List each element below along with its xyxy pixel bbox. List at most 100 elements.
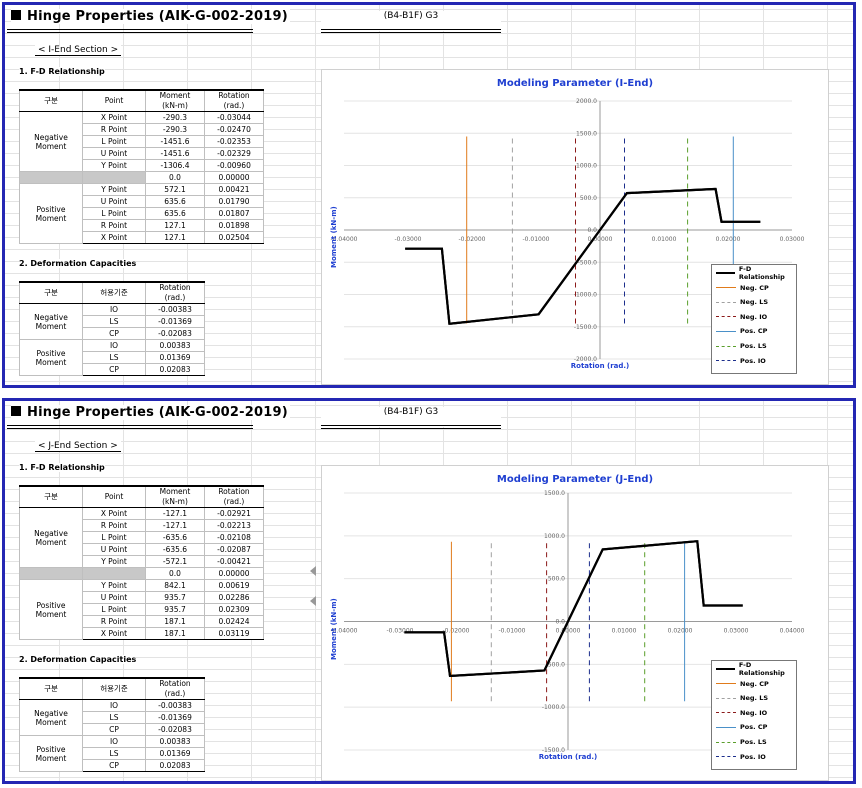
- point-cell: L Point: [82, 207, 146, 220]
- y-tick-label: 500.0: [548, 576, 565, 583]
- moment-cell: -290.3: [145, 111, 205, 124]
- legend-label: F-D Relationship: [738, 661, 785, 677]
- fd-header-rotation: Rotation (rad.): [204, 485, 264, 508]
- y-axis-label: Moment (kN-m): [330, 206, 338, 268]
- legend-item: Pos. CP: [716, 722, 767, 732]
- rotation-cell: 0.00421: [204, 183, 264, 196]
- legend-item: Neg. LS: [716, 297, 768, 307]
- moment-cell: -1451.6: [145, 135, 205, 148]
- moment-cell: 187.1: [145, 615, 205, 628]
- criterion-cell: CP: [82, 363, 146, 376]
- fd-heading: 1. F-D Relationship: [19, 67, 105, 76]
- dc-header-rotation: Rotation (rad.): [145, 281, 205, 304]
- dc-table: 구분 허용기준 Rotation (rad.) Negative Moment IO -0.0…: [19, 677, 205, 772]
- rotation-cell: -0.02921: [204, 507, 264, 520]
- criterion-cell: IO: [82, 735, 146, 748]
- chart-plot: 2000.0 1500.0 1000.0 500.0 0.0 -500.0 -1000.0 -…: [331, 98, 805, 363]
- point-cell: Y Point: [82, 159, 146, 172]
- fd-header-moment: Moment (kN-m): [145, 89, 205, 112]
- rotation-cell: 0.00383: [145, 735, 205, 748]
- negative-moment-label: Negative Moment: [19, 699, 83, 736]
- legend-swatch: [716, 287, 736, 289]
- rotation-cell: -0.02213: [204, 519, 264, 532]
- point-cell: X Point: [82, 111, 146, 124]
- legend-label: Pos. CP: [740, 327, 768, 336]
- rotation-cell: 0.03119: [204, 627, 264, 640]
- rotation-cell: -0.00960: [204, 159, 264, 172]
- dc-heading: 2. Deformation Capacities: [19, 655, 137, 664]
- legend-swatch: [716, 360, 736, 362]
- rotation-cell: 0.02083: [145, 759, 205, 772]
- chart-area[interactable]: 2000.0 1500.0 1000.0 500.0 0.0 -500.0 -1000.0 -…: [321, 69, 829, 385]
- x-tick-label: -0.02000: [443, 628, 470, 635]
- blank-cell: [82, 171, 146, 184]
- x-tick-label: 0.01000: [612, 628, 637, 635]
- table-row: Positive Moment IO 0.00383: [19, 735, 205, 772]
- y-tick-label: -1500.0: [542, 747, 565, 754]
- moment-cell: -127.1: [145, 507, 205, 520]
- criterion-cell: IO: [82, 303, 146, 316]
- point-cell: X Point: [82, 627, 146, 640]
- legend-swatch: [716, 301, 736, 303]
- legend-swatch: [716, 330, 736, 332]
- fd-table: 구분 Point Moment (kN-m) Rotation (rad.) Negativ…: [19, 89, 264, 244]
- fd-header-rotation: Rotation (rad.): [204, 89, 264, 112]
- negative-moment-label: Negative Moment: [19, 111, 83, 172]
- moment-cell: -1306.4: [145, 159, 205, 172]
- criterion-cell: CP: [82, 723, 146, 736]
- scroll-marker-icon: [310, 596, 316, 606]
- y-tick-label: -500.0: [578, 259, 598, 266]
- fd-heading: 1. F-D Relationship: [19, 463, 105, 472]
- legend-item: F-D Relationship: [716, 661, 796, 677]
- square-bullet-icon: [11, 406, 21, 416]
- table-row: Y Point -1306.4 -0.00960: [20, 159, 264, 172]
- legend-label: Pos. LS: [740, 342, 767, 350]
- dc-header-group: 구분: [19, 677, 83, 700]
- panel-title-text: Hinge Properties (AIK-G-002-2019): [27, 405, 288, 420]
- table-row: Negative Moment X Point -290.3 -0.03044: [19, 111, 264, 172]
- moment-cell: 935.7: [145, 591, 205, 604]
- moment-cell: -1451.6: [145, 147, 205, 160]
- y-tick-label: -1000.0: [574, 292, 597, 299]
- x-tick-label: 0.01000: [652, 236, 677, 243]
- legend-swatch: [716, 272, 735, 274]
- rotation-cell: -0.01369: [145, 711, 205, 724]
- x-tick-label: 0.00000: [556, 628, 581, 635]
- positive-moment-label: Positive Moment: [19, 579, 83, 640]
- point-cell: R Point: [82, 615, 146, 628]
- member-location: (B4-B1F) G3: [321, 11, 501, 33]
- x-tick-label: 0.03000: [724, 628, 749, 635]
- dc-header-criterion: 허용기준: [82, 281, 146, 304]
- legend-label: Pos. IO: [740, 356, 766, 365]
- x-tick-label: 0.04000: [780, 628, 805, 635]
- x-tick-label: -0.01000: [523, 236, 550, 243]
- rotation-cell: 0.01790: [204, 195, 264, 208]
- square-bullet-icon: [11, 10, 21, 20]
- legend-item: Neg. IO: [716, 708, 767, 718]
- point-cell: X Point: [82, 507, 146, 520]
- blank-cell: [19, 171, 83, 184]
- point-cell: U Point: [82, 195, 146, 208]
- moment-cell: 187.1: [145, 627, 205, 640]
- point-cell: X Point: [82, 231, 146, 244]
- moment-cell: -635.6: [145, 543, 205, 556]
- chart-area[interactable]: 1500.0 1000.0 500.0 0.0 -500.0 -1000.0 -1500.0…: [321, 465, 829, 781]
- moment-cell: -127.1: [145, 519, 205, 532]
- table-row: L Point 635.6 0.01807: [20, 207, 264, 220]
- dc-table: 구분 허용기준 Rotation (rad.) Negative Moment IO -0.0…: [19, 281, 205, 376]
- y-tick-label: -1000.0: [542, 704, 565, 711]
- point-cell: Y Point: [82, 183, 146, 196]
- moment-cell: -290.3: [145, 123, 205, 136]
- y-tick-label: -500.0: [546, 661, 566, 668]
- table-row: 0.0 0.00000: [19, 171, 264, 184]
- table-row: CP 0.02083: [20, 363, 205, 376]
- rotation-cell: 0.02424: [204, 615, 264, 628]
- dc-header-criterion: 허용기준: [82, 677, 146, 700]
- legend-label: Pos. IO: [740, 752, 766, 761]
- chart-legend: F-D Relationship Neg. CP Neg. LS Neg. IO Pos…: [711, 660, 797, 770]
- y-tick-label: 0.0: [555, 619, 565, 626]
- rotation-cell: 0.02286: [204, 591, 264, 604]
- rotation-cell: 0.00383: [145, 339, 205, 352]
- moment-cell: 0.0: [145, 567, 205, 580]
- legend-item: F-D Relationship: [716, 265, 796, 281]
